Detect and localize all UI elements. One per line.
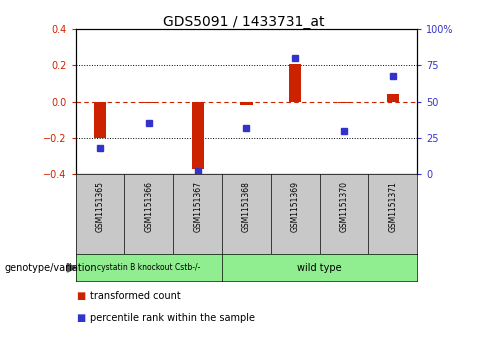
Text: percentile rank within the sample: percentile rank within the sample xyxy=(90,313,255,323)
Text: transformed count: transformed count xyxy=(90,291,181,301)
Text: wild type: wild type xyxy=(297,263,342,273)
Text: GSM1151370: GSM1151370 xyxy=(340,181,348,232)
Bar xyxy=(241,102,253,105)
Bar xyxy=(338,102,350,103)
Bar xyxy=(387,94,399,102)
Text: GSM1151371: GSM1151371 xyxy=(388,181,397,232)
Bar xyxy=(94,102,106,138)
Text: genotype/variation: genotype/variation xyxy=(5,263,98,273)
Polygon shape xyxy=(67,264,76,272)
Text: cystatin B knockout Cstb-/-: cystatin B knockout Cstb-/- xyxy=(97,263,201,272)
Bar xyxy=(143,102,155,103)
Bar xyxy=(192,102,204,169)
Text: GSM1151369: GSM1151369 xyxy=(291,181,300,232)
Text: ■: ■ xyxy=(76,313,85,323)
Text: GSM1151367: GSM1151367 xyxy=(193,181,202,232)
Text: ■: ■ xyxy=(76,291,85,301)
Bar xyxy=(289,64,302,102)
Text: GDS5091 / 1433731_at: GDS5091 / 1433731_at xyxy=(163,15,325,29)
Text: GSM1151365: GSM1151365 xyxy=(96,181,104,232)
Text: GSM1151368: GSM1151368 xyxy=(242,181,251,232)
Text: GSM1151366: GSM1151366 xyxy=(144,181,153,232)
